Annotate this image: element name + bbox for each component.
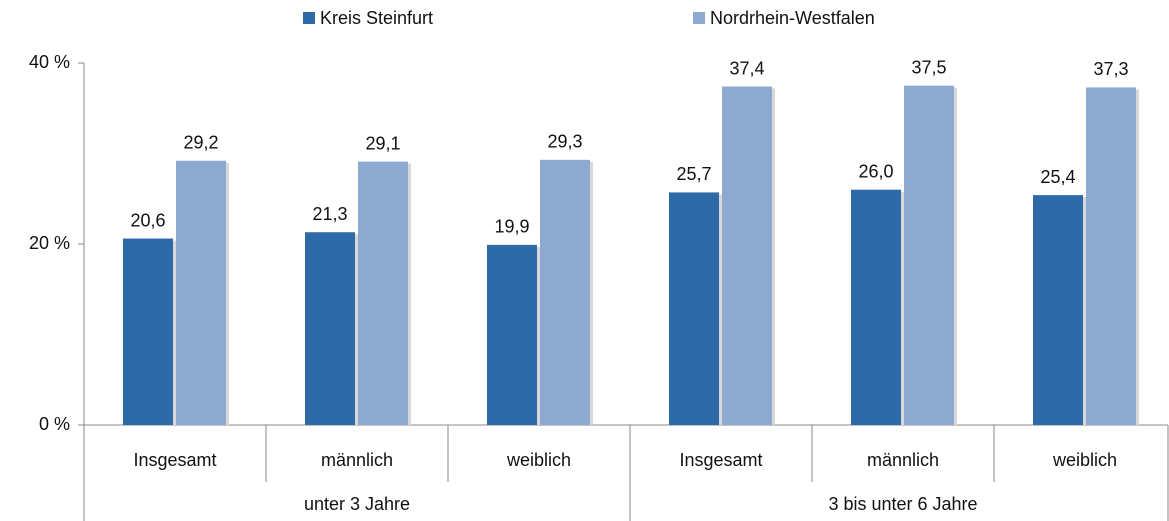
value-label: 21,3 <box>312 204 347 224</box>
legend-label: Nordrhein-Westfalen <box>710 8 875 28</box>
bar <box>851 189 901 425</box>
bar <box>176 160 226 426</box>
y-tick-label: 0 % <box>39 414 70 434</box>
bar <box>904 85 954 425</box>
bar <box>722 86 772 425</box>
bar <box>669 192 719 425</box>
value-label: 26,0 <box>858 161 893 181</box>
value-label: 37,3 <box>1093 59 1128 79</box>
value-label: 29,3 <box>547 132 582 152</box>
bar <box>305 232 355 425</box>
value-label: 29,2 <box>183 132 218 152</box>
x-tick-label: weiblich <box>1052 450 1117 470</box>
bar <box>123 238 173 425</box>
y-tick-label: 40 % <box>29 52 70 72</box>
bar <box>540 159 590 425</box>
legend-swatch <box>693 12 705 24</box>
bar <box>487 244 537 425</box>
value-label: 25,4 <box>1040 167 1075 187</box>
legend-swatch <box>303 12 315 24</box>
value-label: 29,1 <box>365 133 400 153</box>
bar <box>1086 87 1136 425</box>
bar <box>358 161 408 425</box>
value-label: 20,6 <box>130 210 165 230</box>
value-label: 37,4 <box>729 58 764 78</box>
group-label: unter 3 Jahre <box>304 494 410 514</box>
x-tick-label: Insgesamt <box>679 450 762 470</box>
y-tick-label: 20 % <box>29 233 70 253</box>
x-tick-label: männlich <box>321 450 393 470</box>
x-tick-label: männlich <box>867 450 939 470</box>
value-label: 25,7 <box>676 164 711 184</box>
x-tick-label: Insgesamt <box>133 450 216 470</box>
value-label: 37,5 <box>911 57 946 77</box>
group-label: 3 bis unter 6 Jahre <box>828 494 977 514</box>
legend-label: Kreis Steinfurt <box>320 8 433 28</box>
x-tick-label: weiblich <box>506 450 571 470</box>
bar <box>1033 195 1083 425</box>
value-label: 19,9 <box>494 217 529 237</box>
